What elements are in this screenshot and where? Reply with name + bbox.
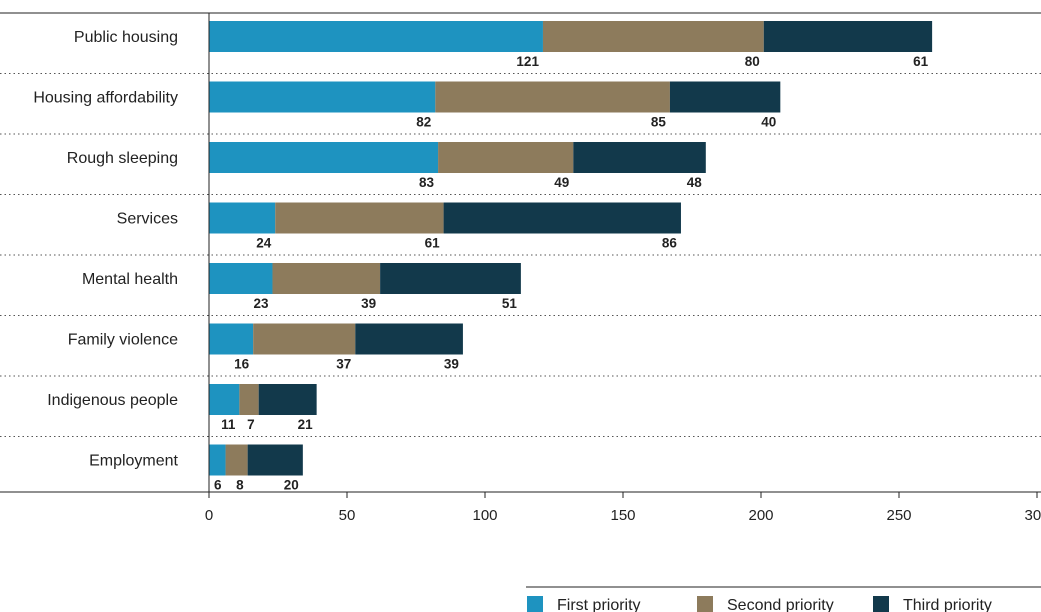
bar-rough-sleeping-third-priority xyxy=(573,142,706,173)
legend: First priority Second priority Third prior… xyxy=(526,586,1041,612)
data-label-rough-sleeping-second-priority: 49 xyxy=(554,175,569,190)
data-label-public-housing-second-priority: 80 xyxy=(745,54,760,69)
bar-mental-health-first-priority xyxy=(209,263,273,294)
data-labels: 121 80 61 82 85 40 83 49 48 24 61 86 23 39 51 16 37 39 11 7… xyxy=(214,54,929,493)
category-label-family-violence: Family violence xyxy=(68,332,178,349)
bar-services-first-priority xyxy=(209,202,276,234)
x-tick-label-0: 0 xyxy=(205,507,213,524)
x-tick-label-150: 150 xyxy=(610,507,635,524)
data-label-family-violence-third-priority: 39 xyxy=(444,357,459,372)
bar-employment-first-priority xyxy=(209,444,226,476)
bar-family-violence-third-priority xyxy=(355,323,463,355)
bar-public-housing-second-priority xyxy=(542,21,764,52)
x-tick-label-200: 200 xyxy=(748,507,773,524)
bars-group xyxy=(209,21,933,476)
row-separators xyxy=(0,73,1041,437)
data-label-employment-third-priority: 20 xyxy=(284,478,299,493)
category-labels: Public housing Housing affordability Rough… xyxy=(33,29,178,470)
data-label-services-third-priority: 86 xyxy=(662,236,678,251)
bar-public-housing-third-priority xyxy=(763,21,933,52)
data-label-indigenous-people-first-priority: 11 xyxy=(221,417,236,432)
data-label-housing-affordability-second-priority: 85 xyxy=(651,115,667,130)
bar-indigenous-people-third-priority xyxy=(258,384,317,415)
x-tick-label-50: 50 xyxy=(339,507,356,524)
bar-services-second-priority xyxy=(275,202,444,234)
data-label-housing-affordability-first-priority: 82 xyxy=(416,115,431,130)
bar-mental-health-second-priority xyxy=(272,263,381,294)
bar-indigenous-people-first-priority xyxy=(209,384,240,415)
data-label-services-first-priority: 24 xyxy=(256,236,272,251)
data-label-rough-sleeping-third-priority: 48 xyxy=(687,175,703,190)
bar-housing-affordability-third-priority xyxy=(669,81,781,113)
data-label-indigenous-people-second-priority: 7 xyxy=(247,417,255,432)
data-label-mental-health-first-priority: 23 xyxy=(253,296,269,311)
x-tick-label-300: 300 xyxy=(1024,507,1041,524)
data-label-mental-health-second-priority: 39 xyxy=(361,296,376,311)
legend-swatch-second-priority xyxy=(697,596,713,612)
category-label-rough-sleeping: Rough sleeping xyxy=(67,150,178,167)
axes xyxy=(0,12,1041,498)
legend-label-second-priority: Second priority xyxy=(727,597,834,612)
category-label-housing-affordability: Housing affordability xyxy=(33,90,178,107)
x-tick-label-250: 250 xyxy=(886,507,911,524)
data-label-family-violence-first-priority: 16 xyxy=(234,357,250,372)
bar-indigenous-people-second-priority xyxy=(239,384,259,415)
legend-label-first-priority: First priority xyxy=(557,597,641,612)
data-label-employment-first-priority: 6 xyxy=(214,478,222,493)
legend-swatch-third-priority xyxy=(873,596,889,612)
bar-rough-sleeping-first-priority xyxy=(209,142,439,173)
bar-housing-affordability-second-priority xyxy=(435,81,670,113)
data-label-employment-second-priority: 8 xyxy=(236,478,244,493)
bar-services-third-priority xyxy=(443,202,681,234)
data-label-public-housing-first-priority: 121 xyxy=(516,54,539,69)
data-label-services-second-priority: 61 xyxy=(425,236,441,251)
data-label-rough-sleeping-first-priority: 83 xyxy=(419,175,435,190)
bar-employment-third-priority xyxy=(247,444,303,476)
x-tick-labels: 0 50 100 150 200 250 300 xyxy=(205,507,1041,524)
category-label-employment: Employment xyxy=(89,453,178,470)
legend-label-third-priority: Third priority xyxy=(903,597,992,612)
category-label-services: Services xyxy=(117,211,178,228)
legend-swatch-first-priority xyxy=(527,596,543,612)
category-label-mental-health: Mental health xyxy=(82,271,178,288)
data-label-mental-health-third-priority: 51 xyxy=(502,296,518,311)
data-label-public-housing-third-priority: 61 xyxy=(913,54,929,69)
bar-employment-second-priority xyxy=(225,444,248,476)
bar-family-violence-second-priority xyxy=(253,323,356,355)
data-label-housing-affordability-third-priority: 40 xyxy=(761,115,776,130)
bar-rough-sleeping-second-priority xyxy=(438,142,574,173)
x-tick-label-100: 100 xyxy=(472,507,497,524)
bar-mental-health-third-priority xyxy=(380,263,521,294)
category-label-indigenous-people: Indigenous people xyxy=(47,392,178,409)
bar-public-housing-first-priority xyxy=(209,21,543,52)
bar-family-violence-first-priority xyxy=(209,323,254,355)
data-label-indigenous-people-third-priority: 21 xyxy=(298,417,314,432)
category-label-public-housing: Public housing xyxy=(74,29,178,46)
bar-housing-affordability-first-priority xyxy=(209,81,436,113)
data-label-family-violence-second-priority: 37 xyxy=(336,357,351,372)
